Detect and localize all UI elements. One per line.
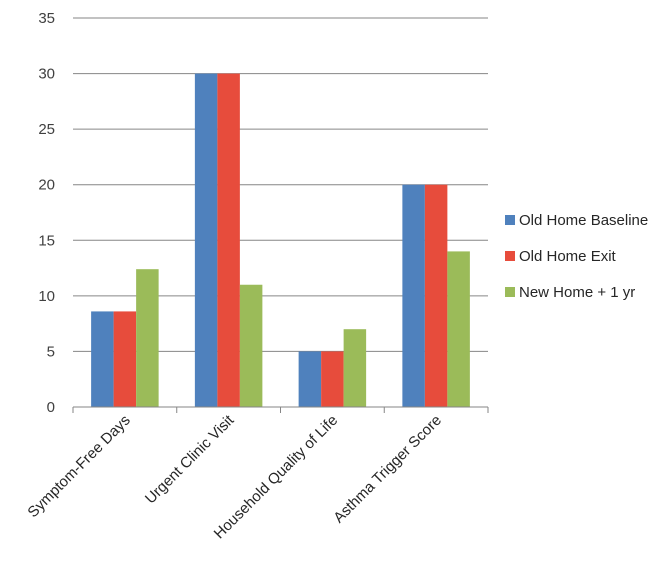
bar xyxy=(239,284,263,407)
y-tick-label: 0 xyxy=(47,399,55,416)
y-tick-label: 35 xyxy=(38,10,55,27)
y-tick-label: 25 xyxy=(38,121,55,138)
x-axis xyxy=(72,406,489,413)
bar xyxy=(424,184,448,407)
legend-label: New Home + 1 yr xyxy=(519,284,635,301)
bar xyxy=(321,351,344,407)
bar xyxy=(194,73,218,408)
y-tick-label: 15 xyxy=(38,232,55,249)
bar xyxy=(298,351,322,407)
legend: Old Home Baseline Old Home Exit New Home +… xyxy=(505,212,648,301)
y-tick-label: 5 xyxy=(47,343,55,360)
bar xyxy=(402,184,425,407)
x-category-label: Symptom-Free Days xyxy=(24,412,133,521)
bar xyxy=(91,311,114,407)
bar xyxy=(217,73,240,408)
legend-swatch xyxy=(505,287,515,297)
y-tick-label: 30 xyxy=(38,66,55,83)
bar xyxy=(447,251,470,407)
category-labels: Symptom-Free Days Urgent Clinic VisitHous… xyxy=(24,411,445,542)
legend-swatch xyxy=(505,251,515,261)
legend-item: New Home + 1 yr xyxy=(505,284,635,301)
legend-item: Old Home Exit xyxy=(505,248,617,265)
legend-label: Old Home Exit xyxy=(519,248,617,265)
bar xyxy=(136,269,159,407)
x-category-label: Household Quality of Life xyxy=(211,412,342,543)
x-category-label: Urgent Clinic Visit xyxy=(142,411,238,507)
legend-item: Old Home Baseline xyxy=(505,212,648,229)
y-tick-label: 10 xyxy=(38,288,55,305)
legend-label: Old Home Baseline xyxy=(519,212,648,229)
x-category-label: Asthma Trigger Score xyxy=(330,412,445,527)
bar xyxy=(343,329,367,407)
bar xyxy=(113,311,137,407)
bars xyxy=(91,73,470,408)
y-axis-ticks: 0 5 10 15 20 25 30 35 xyxy=(38,10,55,416)
legend-swatch xyxy=(505,215,515,225)
y-tick-label: 20 xyxy=(38,177,55,194)
